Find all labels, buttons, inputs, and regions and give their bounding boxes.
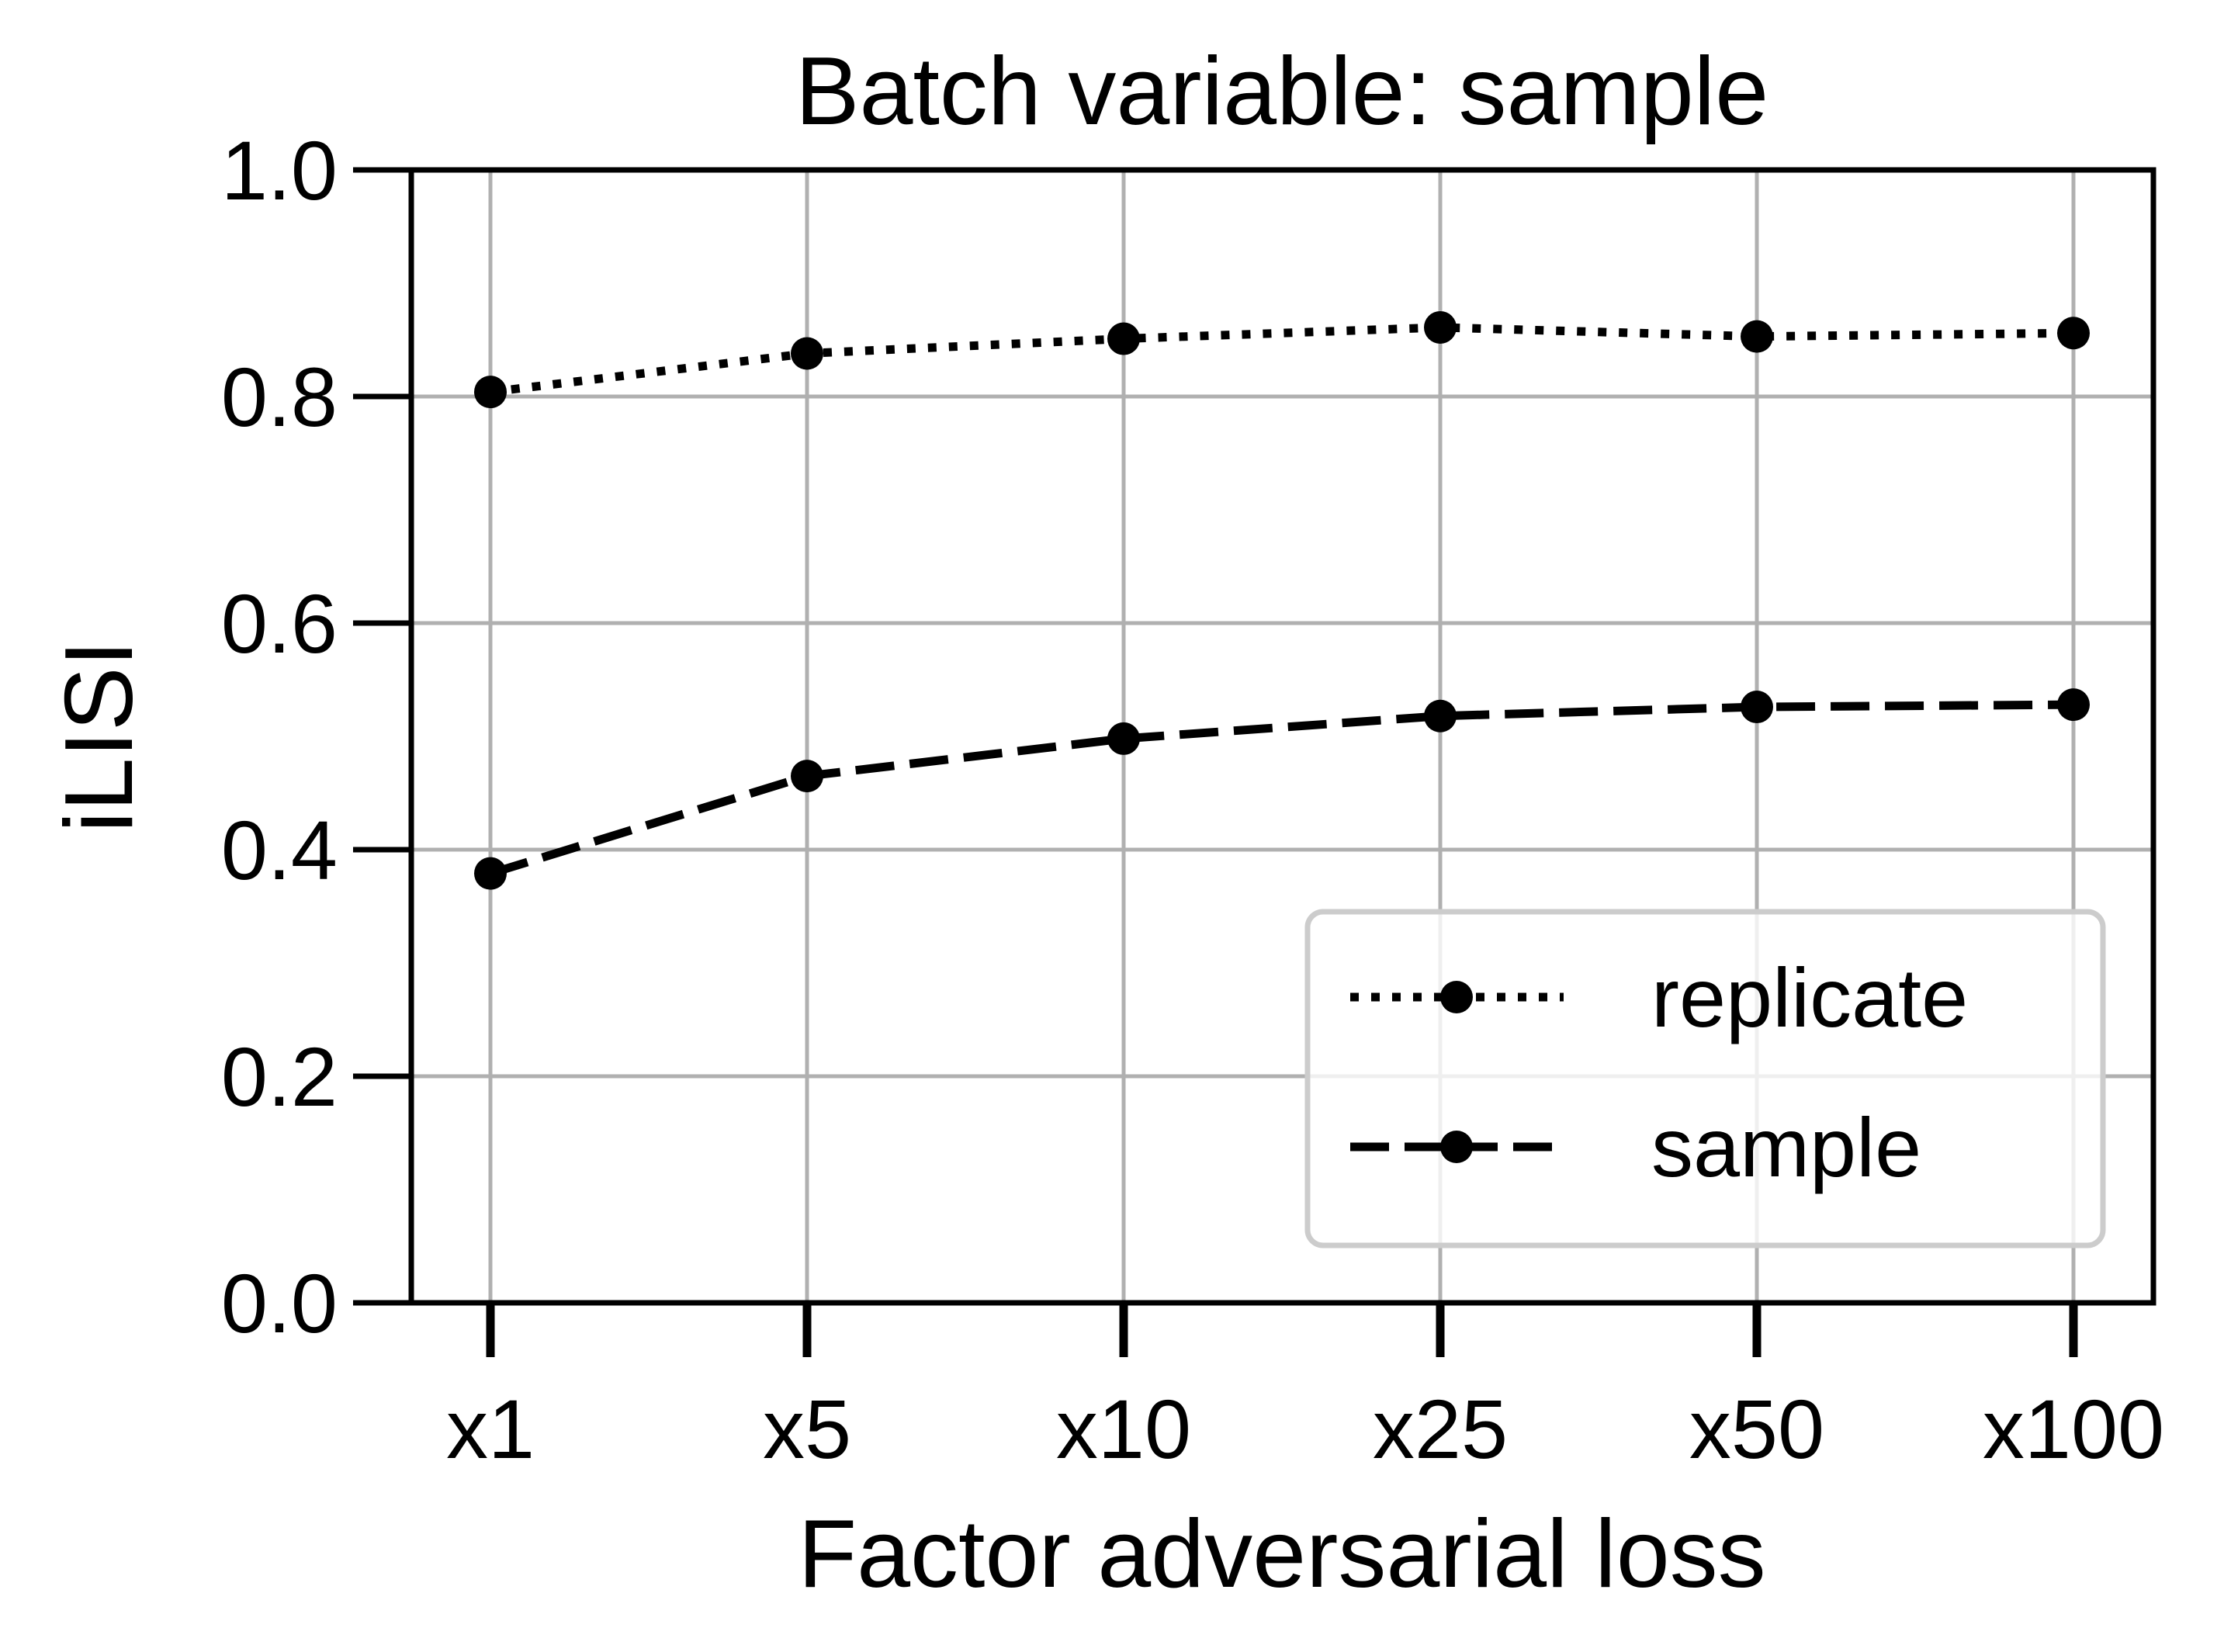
series-layer (474, 310, 2090, 890)
y-axis-title: iLISI (46, 640, 153, 833)
x-tick-label: x50 (1689, 1382, 1824, 1476)
legend-marker-replicate (1440, 981, 1473, 1013)
data-point-replicate (791, 337, 823, 370)
legend-box (1304, 909, 2106, 1249)
data-point-sample (791, 760, 823, 793)
chart-title: Batch variable: sample (795, 38, 1768, 145)
y-tick-label: 0.6 (221, 577, 338, 670)
series-line-replicate (490, 323, 2074, 397)
data-point-replicate (474, 376, 507, 409)
data-point-replicate (1107, 322, 1140, 355)
data-point-sample (1741, 691, 1773, 724)
x-tick-label: x100 (1983, 1382, 2164, 1476)
data-point-sample (2057, 688, 2090, 722)
y-tick-label: 1.0 (221, 123, 338, 217)
legend-marker-sample (1440, 1131, 1473, 1163)
data-point-sample (474, 857, 507, 890)
x-tick-label: x25 (1373, 1382, 1508, 1476)
data-point-sample (1107, 722, 1140, 755)
x-tick-label: x1 (446, 1382, 535, 1476)
legend-label-replicate: replicate (1651, 951, 1968, 1044)
y-tick-label: 0.8 (221, 350, 338, 444)
y-tick-label: 0.0 (221, 1256, 338, 1350)
y-tick-label: 0.2 (221, 1030, 338, 1124)
legend-label-sample: sample (1651, 1100, 1921, 1194)
data-point-replicate (1424, 310, 1457, 344)
x-axis-title: Factor adversarial loss (798, 1501, 1765, 1608)
legend: replicate sample (1304, 909, 2106, 1249)
ticks: x1 x5 x10 x25 x50 x100 0.0 0.2 0.4 0.6 0.8 1.0 (221, 123, 2164, 1476)
series-line-sample (489, 700, 2074, 878)
data-point-replicate (1741, 320, 1773, 353)
data-point-sample (1424, 699, 1457, 732)
x-tick-label: x10 (1056, 1382, 1191, 1476)
y-tick-label: 0.4 (221, 803, 338, 897)
x-tick-label: x5 (763, 1382, 851, 1476)
plot-frame (408, 167, 2156, 1306)
data-point-replicate (2057, 317, 2090, 350)
